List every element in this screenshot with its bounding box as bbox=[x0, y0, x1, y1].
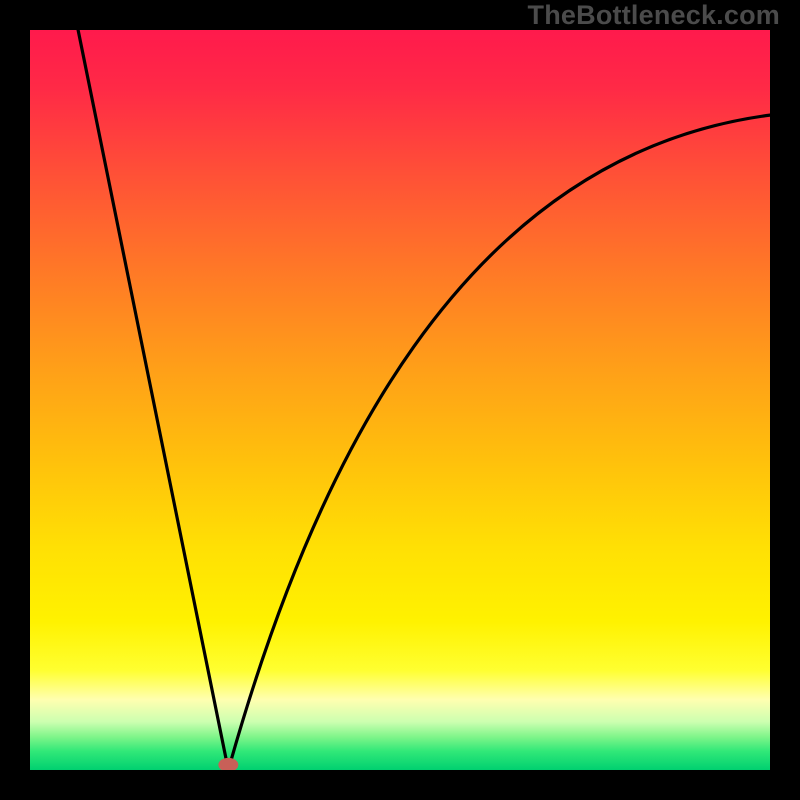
chart-frame: TheBottleneck.com bbox=[0, 0, 800, 800]
plot-svg bbox=[30, 30, 770, 770]
plot-area bbox=[30, 30, 770, 770]
watermark-text: TheBottleneck.com bbox=[528, 0, 780, 31]
gradient-bg bbox=[30, 30, 770, 770]
